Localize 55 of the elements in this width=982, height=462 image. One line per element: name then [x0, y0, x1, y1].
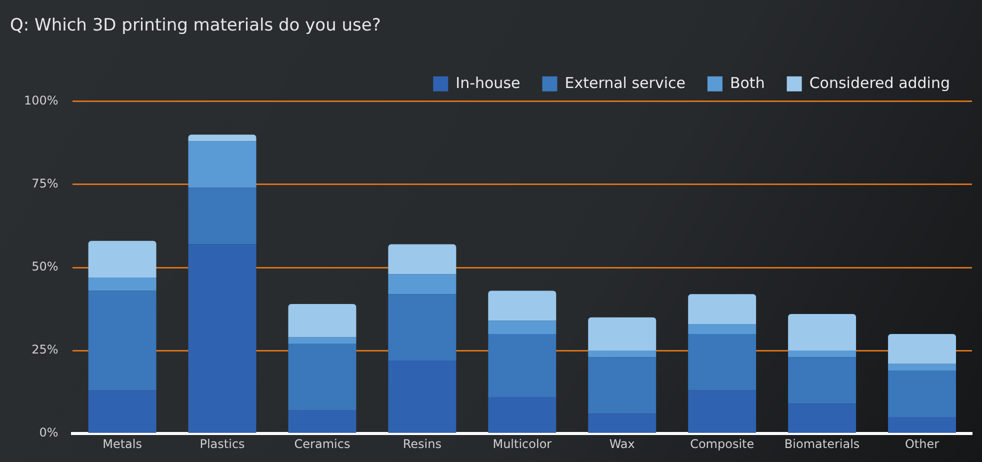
bar	[388, 274, 456, 294]
bar	[588, 414, 656, 433]
x-tick-label: Ceramics	[294, 436, 350, 451]
bar	[288, 344, 356, 410]
bar	[788, 357, 856, 404]
bar	[888, 416, 956, 433]
bar	[88, 290, 156, 390]
x-tick-label: Metals	[102, 436, 142, 451]
x-tick-label: Multicolor	[492, 436, 552, 451]
legend-label: Considered adding	[809, 74, 950, 92]
legend-label: In-house	[456, 74, 520, 92]
bar	[788, 404, 856, 433]
bar	[288, 337, 356, 344]
bar	[488, 320, 556, 334]
bar	[388, 360, 456, 433]
x-tick-label: Resins	[402, 436, 442, 451]
bar	[388, 294, 456, 361]
y-tick-label: 75%	[32, 176, 58, 191]
bar	[488, 334, 556, 398]
bar	[688, 324, 756, 334]
bar	[888, 334, 956, 364]
bar	[88, 277, 156, 291]
bar	[888, 364, 956, 370]
bar	[888, 370, 956, 417]
bar	[188, 141, 256, 188]
bar	[88, 390, 156, 433]
bar	[588, 317, 656, 351]
bar	[188, 188, 256, 244]
bar	[688, 390, 756, 433]
bar	[688, 294, 756, 324]
x-tick-label: Composite	[690, 436, 754, 451]
y-tick-label: 0%	[39, 426, 58, 440]
bar	[688, 334, 756, 390]
bar	[788, 350, 856, 358]
y-tick-label: 25%	[32, 342, 58, 357]
bar	[488, 290, 556, 321]
bar	[588, 357, 656, 414]
bar	[288, 304, 356, 338]
y-tick-label: 100%	[24, 94, 58, 108]
bar	[188, 244, 256, 433]
x-tick-label: Other	[904, 436, 940, 451]
bar	[788, 314, 856, 351]
chart-title: Q: Which 3D printing materials do you use?	[10, 16, 381, 36]
bar	[488, 397, 556, 433]
x-tick-label: Wax	[609, 436, 635, 451]
x-tick-label: Biomaterials	[784, 436, 860, 451]
legend-label: Both	[730, 74, 765, 92]
bar	[588, 350, 656, 358]
x-tick-label: Plastics	[200, 436, 245, 451]
y-tick-label: 50%	[32, 260, 58, 274]
bar	[288, 410, 356, 433]
bar	[88, 240, 156, 278]
legend-label: External service	[564, 74, 686, 92]
bar	[188, 134, 256, 142]
bar	[388, 244, 456, 274]
